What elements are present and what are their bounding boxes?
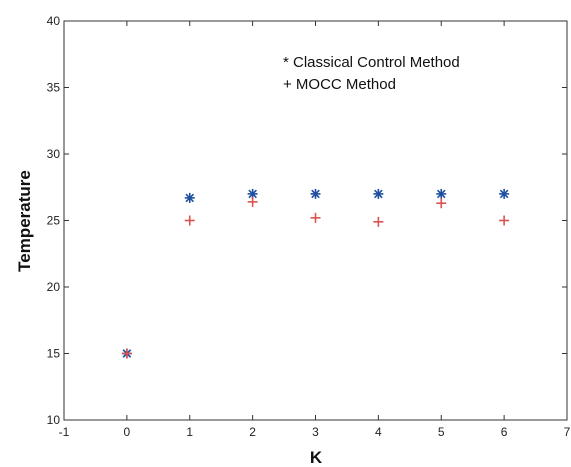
y-tick-label: 25 xyxy=(47,214,61,228)
mocc-point xyxy=(436,198,447,209)
mocc-point xyxy=(373,216,384,227)
data-marks xyxy=(121,188,510,359)
classical-point xyxy=(184,192,195,203)
y-tick-label: 35 xyxy=(47,81,61,95)
classical-point xyxy=(499,188,510,199)
legend-entry-mocc: + MOCC Method xyxy=(283,76,396,93)
mocc-point xyxy=(184,215,195,226)
x-tick-label: 6 xyxy=(501,425,508,439)
x-tick-label: -1 xyxy=(59,425,70,439)
y-axis-ticks: 10 15 20 25 30 35 40 xyxy=(47,14,567,427)
x-tick-label: 0 xyxy=(124,425,131,439)
x-tick-label: 1 xyxy=(186,425,193,439)
x-axis-ticks: -1 0 1 2 3 4 5 6 7 xyxy=(59,21,571,439)
mocc-point xyxy=(310,212,321,223)
classical-point xyxy=(373,188,384,199)
mocc-point xyxy=(247,196,258,207)
x-tick-label: 2 xyxy=(249,425,256,439)
y-tick-label: 20 xyxy=(47,280,61,294)
x-tick-label: 7 xyxy=(564,425,571,439)
y-tick-label: 30 xyxy=(47,147,61,161)
x-tick-label: 4 xyxy=(375,425,382,439)
y-tick-label: 40 xyxy=(47,14,61,28)
classical-point xyxy=(436,188,447,199)
y-tick-label: 15 xyxy=(47,347,61,361)
y-axis-label: Temperature xyxy=(15,170,34,272)
x-tick-label: 3 xyxy=(312,425,319,439)
mocc-point xyxy=(121,348,132,359)
x-tick-label: 5 xyxy=(438,425,445,439)
y-tick-label: 10 xyxy=(47,413,61,427)
classical-point xyxy=(310,188,321,199)
x-axis-label: K xyxy=(310,448,323,467)
legend-entry-classical: * Classical Control Method xyxy=(283,54,460,71)
mocc-point xyxy=(499,215,510,226)
